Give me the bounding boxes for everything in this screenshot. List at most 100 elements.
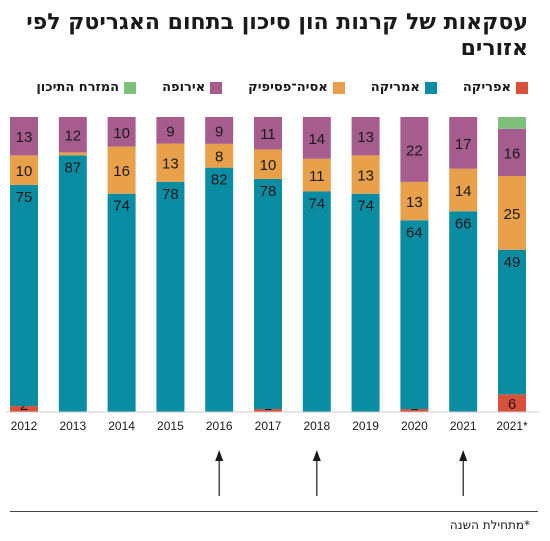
data-label: 16 (504, 145, 521, 162)
bar-segment-america (254, 178, 282, 410)
data-label: 13 (357, 168, 374, 185)
bar-segment-europe (449, 117, 478, 169)
data-label: 66 (455, 215, 472, 232)
bar-segment-europe (254, 117, 282, 150)
bar-segment-asia-pacific (302, 158, 331, 192)
bar-segment-america (302, 191, 331, 412)
data-label: 74 (113, 198, 130, 215)
legend-label: אפריקה (462, 80, 511, 95)
chart-title: עסקאות של קרנות הון סיכון בתחום האגריטק … (26, 10, 528, 61)
legend-label: אסיה־פסיפיק (248, 80, 328, 95)
legend-item-middle-east: המזרח התיכון (36, 80, 137, 95)
data-label: 16 (113, 163, 130, 180)
x-tick-label: 2012 (11, 419, 38, 433)
bar-segment-africa (400, 409, 429, 412)
data-label: 87 (64, 159, 81, 176)
bar-segment-asia-pacific (156, 143, 185, 182)
x-tick-label: 2014 (108, 419, 135, 433)
bar-segment-asia-pacific (205, 143, 234, 168)
data-label: 13 (406, 194, 423, 211)
bar-segment-america (205, 167, 234, 412)
bar-segment-asia-pacific (107, 146, 136, 194)
x-tick-label: 2021* (496, 419, 528, 433)
bar-segment-asia-pacific (10, 155, 38, 185)
data-label: 78 (260, 183, 277, 200)
bar-segment-europe (10, 117, 38, 156)
x-tick-label: 2019 (352, 419, 379, 433)
bar-segment-europe (107, 117, 136, 147)
data-label: 13 (16, 129, 33, 146)
arrow-head (215, 450, 224, 461)
data-label: 14 (308, 131, 325, 148)
legend-swatch (210, 81, 223, 94)
arrow-head (312, 450, 321, 461)
bar-segment-middle-east (498, 117, 526, 129)
bar-segment-asia-pacific (400, 181, 429, 221)
legend-swatch (424, 81, 437, 94)
data-label: 74 (357, 198, 374, 215)
data-label: 9 (166, 123, 174, 140)
legend-swatch (516, 81, 528, 94)
x-tick-label: 2016 (206, 419, 233, 433)
data-label: 49 (504, 254, 521, 271)
legend-item-asia-pacific: אסיה־פסיפיק (248, 80, 345, 95)
bar-segment-europe (400, 117, 429, 182)
legend-label: אירופה (162, 80, 206, 95)
bar-segment-europe (156, 117, 185, 144)
data-label: 12 (64, 128, 81, 145)
data-label: 82 (211, 172, 228, 189)
x-tick-label: 2017 (255, 419, 282, 433)
data-label: 10 (16, 163, 33, 180)
bar-segment-america (449, 211, 478, 412)
data-label: 25 (504, 206, 521, 223)
bar-segment-america (400, 220, 429, 410)
data-label: 9 (215, 123, 223, 140)
legend-item-africa: אפריקה (463, 80, 528, 95)
data-label: 22 (406, 142, 423, 159)
data-label: 13 (162, 156, 179, 173)
bar-segment-africa (254, 409, 282, 412)
bar-segment-europe (351, 117, 380, 156)
bar-segment-africa (10, 406, 38, 412)
footnote: *מתחילת השנה (449, 518, 530, 532)
x-tick-label: 2018 (303, 419, 330, 433)
bar-segment-asia-pacific (58, 152, 87, 156)
data-label: 6 (508, 396, 516, 413)
data-label: 74 (308, 195, 325, 212)
x-tick-label: 2013 (59, 419, 86, 433)
data-label: 8 (215, 149, 223, 166)
bar-segment-europe (302, 117, 331, 159)
data-label: 11 (309, 168, 325, 185)
bar-segment-asia-pacific (498, 176, 526, 250)
bar-segment-africa (498, 394, 526, 412)
legend-item-america: אמריקה (371, 80, 437, 95)
data-label: 11 (260, 126, 276, 143)
bar-segment-europe (498, 128, 526, 176)
arrow-head (459, 450, 468, 461)
data-label: 64 (406, 224, 423, 241)
legend-label: המזרח התיכון (36, 80, 120, 95)
legend-swatch (124, 81, 137, 94)
legend-label: אמריקה (370, 80, 420, 95)
data-label: 75 (16, 189, 33, 206)
data-label: 13 (357, 129, 374, 146)
bar-segment-asia-pacific (351, 155, 380, 194)
data-label: 17 (455, 136, 472, 153)
bar-segment-america (58, 155, 87, 412)
data-label: 10 (113, 125, 130, 142)
bar-segment-america (351, 193, 380, 412)
bar-segment-america (107, 193, 136, 412)
legend-swatch (332, 81, 345, 94)
data-label: 14 (455, 183, 472, 200)
bar-segment-europe (58, 117, 87, 153)
data-label: 78 (162, 186, 179, 203)
bar-segment-america (498, 249, 526, 395)
legend: אפריקה אמריקה אסיה־פסיפיק אירופה המזרח התיכו… (36, 80, 528, 95)
bar-segment-asia-pacific (254, 149, 282, 179)
footnote-divider (10, 511, 538, 512)
x-tick-label: 2021 (450, 419, 477, 433)
bar-segment-america (156, 181, 185, 412)
legend-item-europe: אירופה (162, 80, 223, 95)
x-tick-label: 2015 (157, 419, 184, 433)
